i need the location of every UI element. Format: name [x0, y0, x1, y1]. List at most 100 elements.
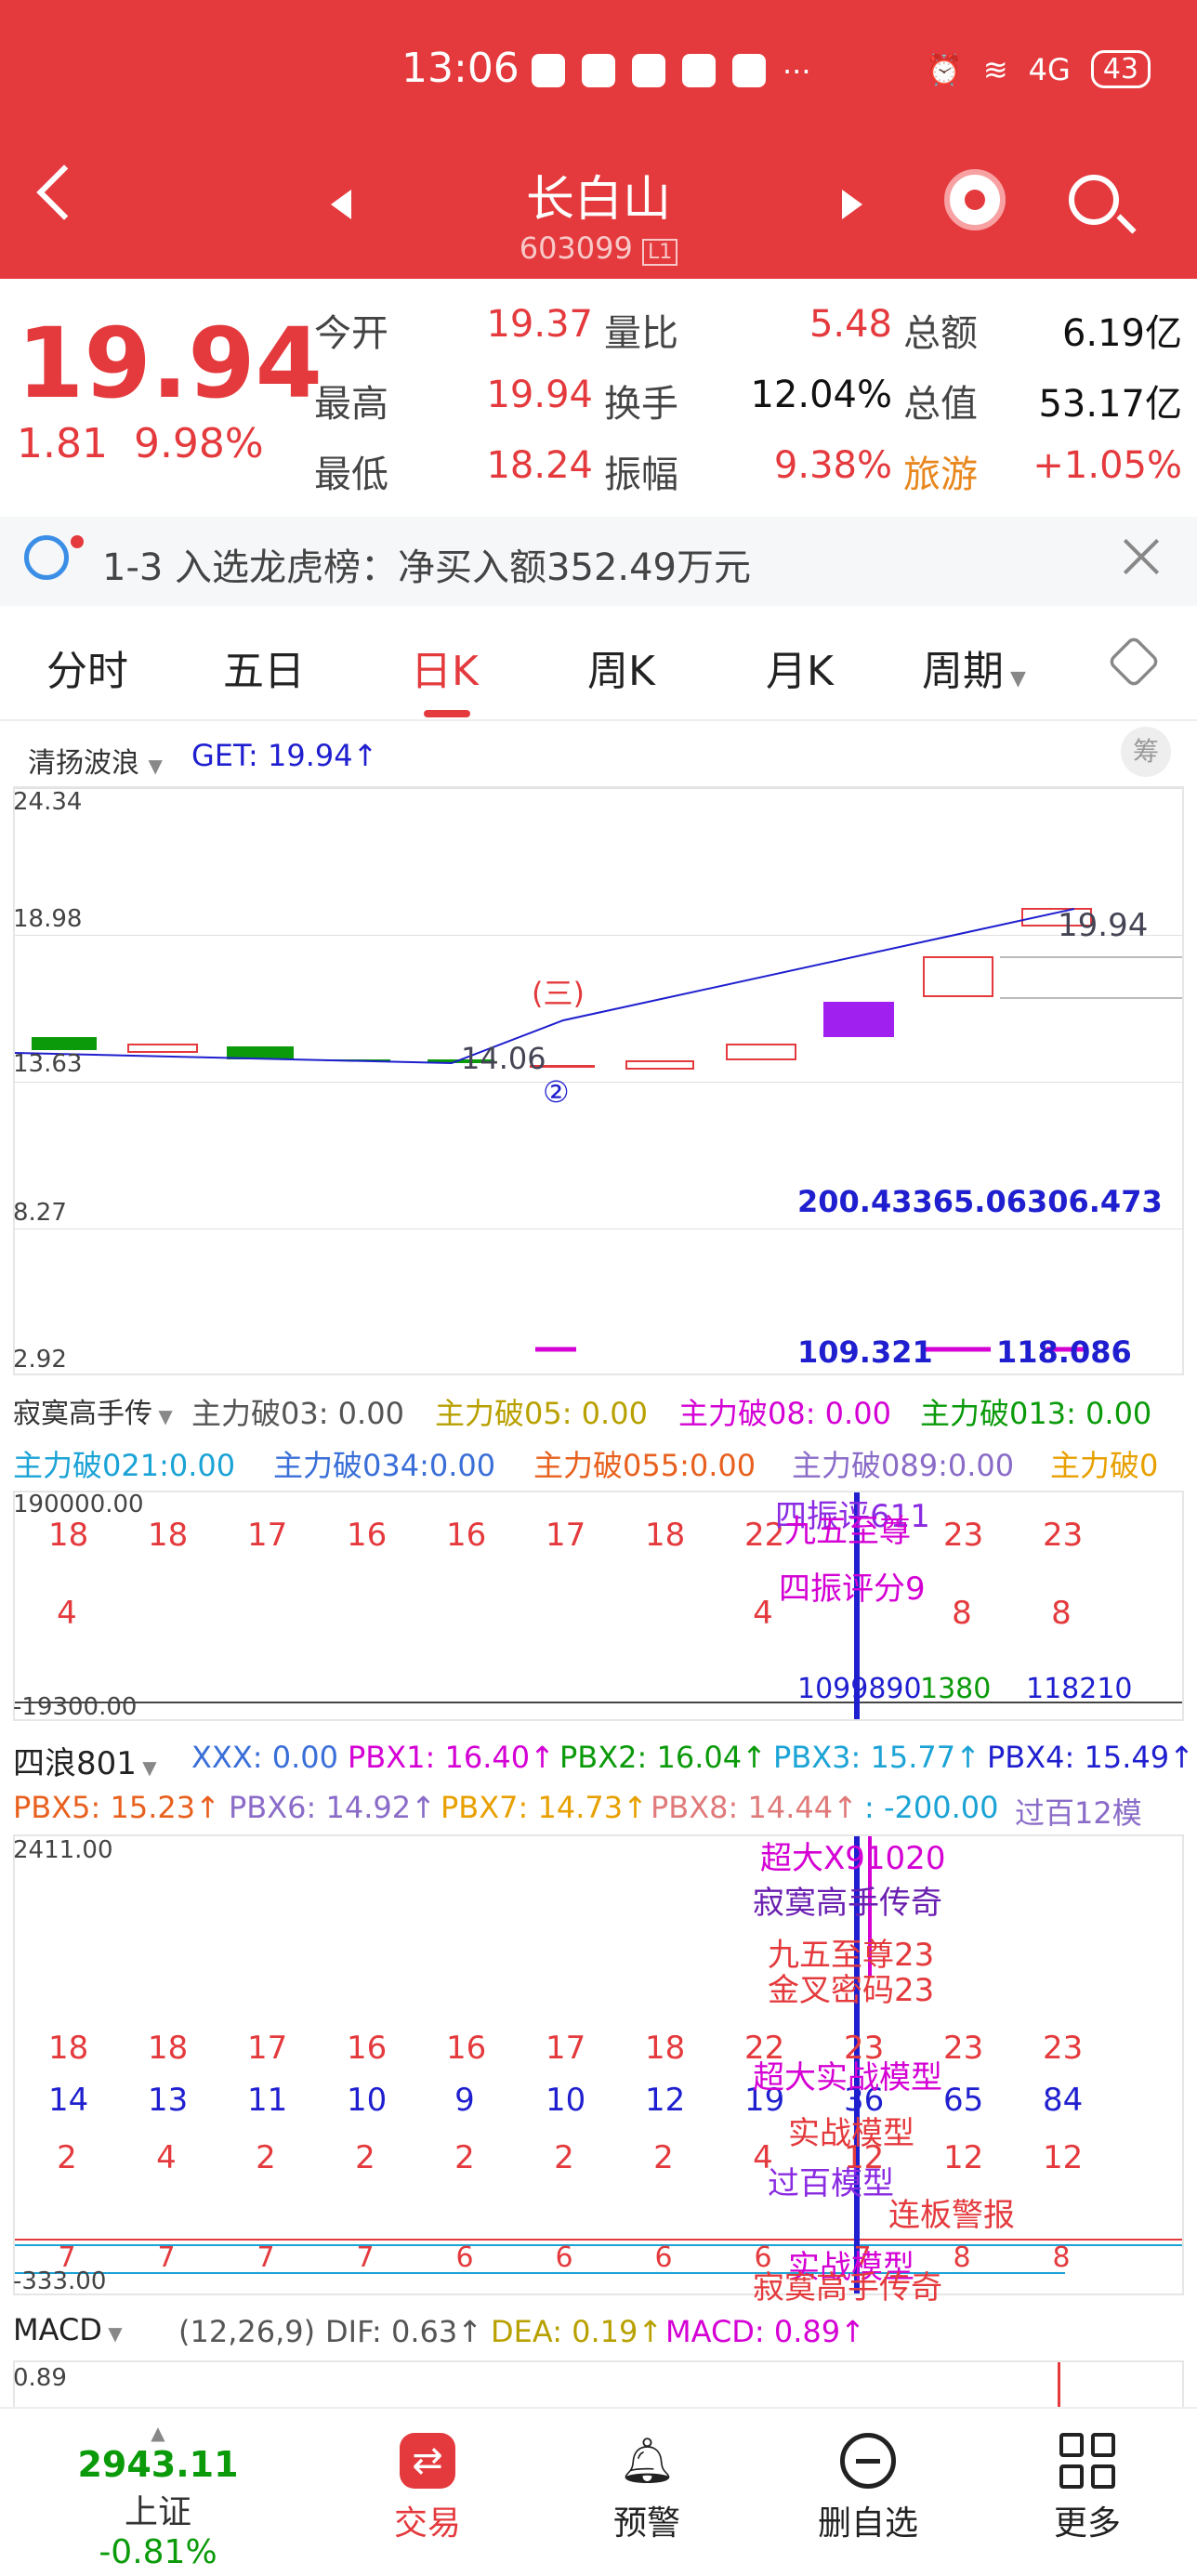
indicator-selector[interactable]: 四浪801 ▼ — [13, 1738, 157, 1783]
candle-down — [32, 1037, 97, 1050]
signal-number: 4 — [156, 2139, 177, 2176]
change-pct: 9.98% — [133, 420, 264, 467]
close-icon[interactable] — [1121, 535, 1164, 578]
signal-number: 12 — [844, 2139, 885, 2176]
panel2-svg — [15, 1492, 1182, 1719]
alarm-icon: ⏰ — [926, 51, 963, 87]
signal-label: 过百模型 — [768, 2165, 894, 2202]
chevron-down-icon: ▼ — [136, 1756, 157, 1779]
indicator-value: PBX7: 14.73↑ — [441, 1790, 648, 1825]
indicator-value: PBX6: 14.92↑ — [229, 1790, 436, 1825]
settings-icon[interactable] — [1107, 635, 1161, 689]
app-notification-icon — [532, 54, 565, 87]
signal-number: 13 — [148, 2082, 189, 2119]
indicator-selector[interactable]: 清扬波浪 ▼ — [28, 740, 163, 781]
indicator-value: PBX2: 16.04↑ — [559, 1740, 767, 1775]
kline-chart — [13, 786, 1184, 1375]
tab-daily-k[interactable]: 日K — [411, 648, 479, 695]
panel3-yaxis-label: -333.00 — [13, 2267, 107, 2295]
trade-icon: ⇄ — [400, 2433, 455, 2489]
signal-number: 22 — [744, 1517, 785, 1554]
tab-five-day[interactable]: 五日 — [223, 648, 305, 695]
signal-number: 2 — [256, 2139, 276, 2176]
signal-label: 118210 — [1026, 1673, 1133, 1705]
signal-number: 6 — [455, 2241, 474, 2274]
panel2-yaxis-label: -19300.00 — [13, 1693, 138, 1721]
chip-badge[interactable]: 筹 — [1121, 727, 1171, 777]
minus-circle-icon — [840, 2433, 896, 2489]
tab-monthly-k[interactable]: 月K — [766, 648, 834, 695]
quote-value: 18.24 — [486, 444, 593, 487]
value-label: 109.321 — [797, 1334, 933, 1370]
candle-up — [923, 956, 993, 997]
kline-yaxis-label: 24.34 — [13, 788, 83, 816]
sector-change: +1.05% — [1033, 444, 1182, 487]
signal-number: 22 — [744, 2030, 785, 2067]
app-notification-icon — [732, 54, 766, 87]
indicator-value: 过百12模 — [1015, 1795, 1142, 1831]
next-stock-icon[interactable] — [842, 190, 862, 219]
indicator-value: PBX4: 15.49↑ — [987, 1740, 1194, 1775]
kline-yaxis-label: 8.27 — [13, 1199, 67, 1227]
stock-name: 长白山 — [525, 172, 671, 228]
signal-label: 实战模型 — [788, 2115, 914, 2152]
value-label-text: 365.06 — [912, 1184, 1027, 1219]
macd-dif: DIF: 0.63↑ — [325, 2314, 483, 2349]
mascot-icon[interactable] — [944, 169, 1006, 230]
tab-period[interactable]: 周期 ▼ — [922, 637, 1026, 697]
nav-alert[interactable]: 🔔︎ 预警 — [554, 2433, 740, 2544]
signal-number: 16 — [347, 2030, 388, 2067]
signal-label: 四振评分9 — [779, 1571, 926, 1608]
indicator-name: 清扬波浪 — [28, 747, 139, 780]
lightbulb-icon — [24, 535, 69, 580]
indicator-name: 四浪801 — [13, 1745, 137, 1782]
signal-number: 18 — [645, 2030, 686, 2067]
sector-label[interactable]: 旅游 — [903, 453, 978, 496]
candle-up — [127, 1044, 198, 1053]
quote-value: 12.04% — [750, 374, 892, 416]
indicator-value: PBX5: 15.23↑ — [13, 1790, 220, 1825]
quote-label: 总额 — [903, 312, 978, 355]
quote-value: 9.38% — [773, 444, 892, 487]
quote-value: 19.94 — [486, 374, 593, 416]
nav-remove-watchlist[interactable]: 删自选 — [775, 2433, 961, 2544]
quote-value: 5.48 — [809, 303, 892, 346]
signal-label: 九五至尊 — [784, 1513, 911, 1550]
tab-weekly-k[interactable]: 周K — [587, 648, 655, 695]
chevron-down-icon: ▼ — [148, 755, 163, 777]
index-name: 上证 — [124, 2493, 191, 2531]
signal-number: 18 — [48, 2030, 89, 2067]
indicator-value: PBX8: 14.44↑ — [651, 1790, 858, 1825]
quote-label: 今开 — [314, 312, 388, 355]
value-label-text: 306.473 — [1026, 1184, 1163, 1219]
signal-number: 65 — [943, 2082, 984, 2119]
signal-number: 19 — [744, 2082, 785, 2119]
signal-number: 2 — [454, 2139, 475, 2176]
signal-label: 连板警报 — [888, 2197, 1015, 2234]
indicator-name: MACD — [13, 2312, 102, 2347]
signal-number: 17 — [546, 1517, 586, 1554]
candle-up — [1021, 908, 1092, 927]
wave-line — [15, 908, 1075, 1065]
nav-trade[interactable]: ⇄ 交易 — [335, 2433, 520, 2544]
search-icon[interactable] — [1069, 175, 1119, 225]
tab-intraday[interactable]: 分时 — [46, 648, 128, 695]
signal-label: 1380 — [920, 1673, 992, 1705]
macd-dea: DEA: 0.19↑ — [491, 2314, 664, 2349]
signal-number: 4 — [57, 1595, 77, 1632]
prev-stock-icon[interactable] — [331, 190, 351, 219]
notice-dot — [71, 535, 84, 548]
signal-number: 36 — [844, 2082, 885, 2119]
indicator-selector[interactable]: 寂寞高手传 ▼ — [13, 1390, 173, 1431]
indicator-value: 主力破089:0.00 — [792, 1448, 1015, 1483]
quote-value: 53.17亿 — [1038, 383, 1182, 426]
indicator-selector[interactable]: MACD ▼ — [13, 2312, 123, 2347]
notice-bar[interactable]: 1-3 入选龙虎榜：净买入额352.49万元 — [0, 517, 1197, 606]
index-value: 2943.11 — [77, 2444, 239, 2485]
nav-label: 预警 — [612, 2504, 680, 2543]
signal-label: 超大X91020 — [760, 1840, 946, 1877]
nav-more[interactable]: 更多 — [994, 2433, 1180, 2544]
code-badge: L1 — [642, 239, 678, 266]
index-ticker[interactable]: ▲ 2943.11 上证 -0.81% — [65, 2422, 251, 2571]
indicator-value: 主力破03: 0.00 — [191, 1396, 404, 1431]
